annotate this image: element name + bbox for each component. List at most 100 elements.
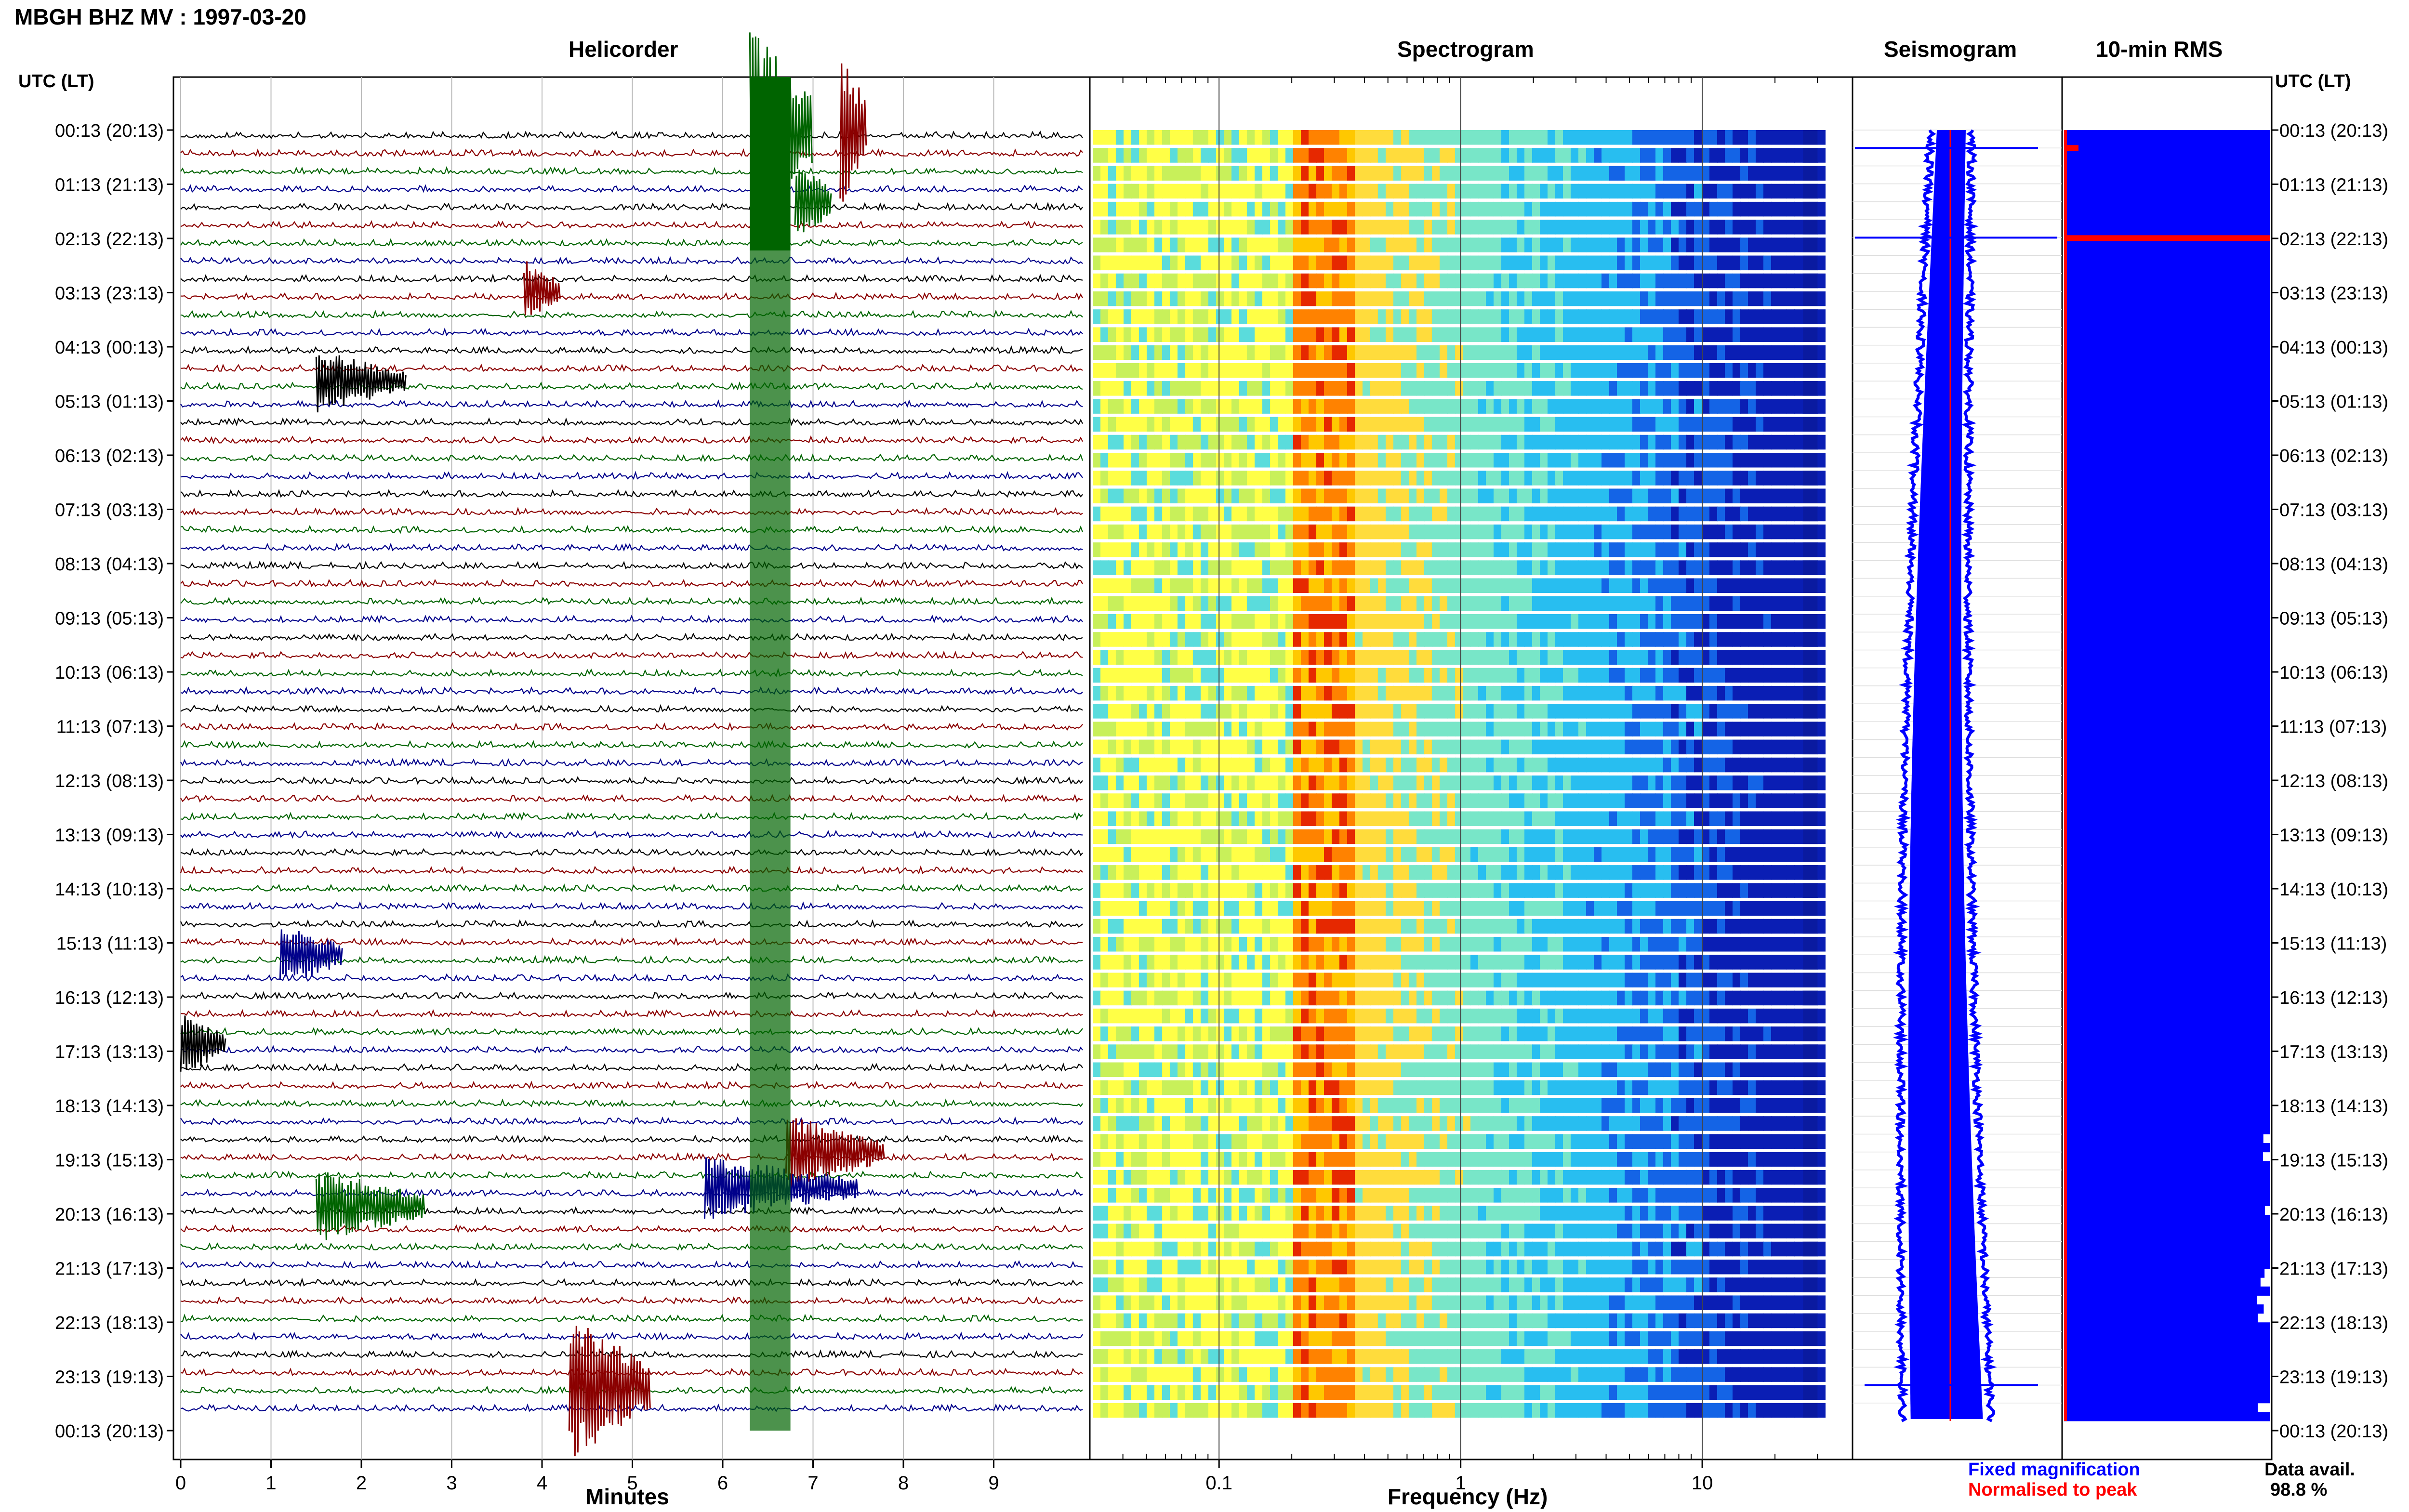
rms-bar <box>2064 1170 2270 1179</box>
rms-bar <box>2064 1295 2257 1305</box>
spectrogram-row <box>1093 506 1826 522</box>
helicorder-trace-row <box>180 1295 1083 1305</box>
helicorder-trace-row <box>180 1403 1083 1413</box>
helicorder-event-column <box>750 250 791 1431</box>
helicorder-trace-row <box>180 579 1083 588</box>
rms-bar <box>2064 928 2270 937</box>
helicorder-xtick-label: 8 <box>898 1473 909 1494</box>
helicorder-trace-row <box>180 399 1083 408</box>
time-label-left: 03:13 (23:13) <box>55 284 164 304</box>
spectrogram-row <box>1093 1403 1826 1418</box>
spectrogram-row <box>1093 471 1826 486</box>
helicorder-trace-row <box>180 1152 1083 1161</box>
spectrogram-row <box>1093 1313 1826 1328</box>
helicorder-trace-row <box>180 184 1083 193</box>
time-label-right: 07:13 (03:13) <box>2279 500 2388 521</box>
spectrogram-row <box>1093 668 1826 683</box>
helicorder-trace-row <box>180 1277 1083 1287</box>
spectrogram-row <box>1093 757 1826 773</box>
rms-bar <box>2064 982 2270 991</box>
spectrogram-row <box>1093 578 1826 593</box>
rms-bar <box>2064 856 2270 866</box>
rms-bar <box>2064 838 2270 848</box>
rms-bar <box>2064 757 2270 767</box>
spectrogram-row <box>1093 596 1826 611</box>
rms-bar <box>2064 426 2270 435</box>
rms-bar <box>2064 408 2270 418</box>
rms-bar <box>2064 1304 2264 1314</box>
rms-bar <box>2064 300 2270 310</box>
spectrogram-xtick-label: 0.1 <box>1205 1473 1232 1494</box>
rms-bar <box>2064 390 2270 399</box>
time-label-right: 23:13 (19:13) <box>2279 1367 2388 1388</box>
helicorder-trace-row <box>180 632 1083 642</box>
spectrogram-row <box>1093 722 1826 736</box>
rms-bar <box>2064 776 2270 785</box>
rms-bar <box>2064 372 2270 381</box>
figure-title: MBGH BHZ MV : 1997-03-20 <box>14 4 306 29</box>
time-label-left: 05:13 (01:13) <box>55 392 164 412</box>
rms-bar <box>2064 1394 2270 1404</box>
spectrogram-row <box>1093 632 1826 647</box>
spectrogram-xlabel: Frequency (Hz) <box>1388 1484 1548 1509</box>
rms-bar <box>2064 524 2270 534</box>
helicorder-trace-row <box>180 1027 1083 1036</box>
rms-normalised-peak <box>2064 235 2270 241</box>
rms-bar <box>2064 1035 2270 1045</box>
rms-normalised-mark <box>2064 145 2078 151</box>
rms-bar <box>2064 955 2270 964</box>
helicorder-trace-row <box>180 328 1083 337</box>
rms-bar <box>2064 937 2270 947</box>
spectrogram-row <box>1093 363 1826 378</box>
rms-bar <box>2064 1412 2270 1421</box>
spectrogram-row <box>1093 524 1826 539</box>
spectrogram-row <box>1093 542 1826 557</box>
helicorder-trace-row <box>180 166 1083 175</box>
helicorder-trace-row <box>180 202 1083 211</box>
spectrogram-row <box>1093 291 1826 306</box>
rms-bar <box>2064 201 2270 211</box>
spectrogram-row <box>1093 1241 1826 1257</box>
utc-lt-label-left: UTC (LT) <box>18 71 94 92</box>
spectrogram-row <box>1093 937 1826 952</box>
rms-bar <box>2064 1116 2270 1126</box>
spectrogram-row <box>1093 201 1826 217</box>
rms-bar <box>2064 1071 2270 1081</box>
helicorder-event <box>279 929 343 980</box>
time-label-right: 09:13 (05:13) <box>2279 609 2388 629</box>
helicorder-trace-row <box>180 901 1083 910</box>
helicorder-trace-row <box>180 1242 1083 1251</box>
helicorder-event <box>315 355 407 413</box>
helicorder-event <box>568 1326 651 1457</box>
utc-lt-label-right: UTC (LT) <box>2275 71 2351 92</box>
spectrogram-row <box>1093 847 1826 862</box>
rms-bar <box>2064 1053 2270 1063</box>
rms-bar <box>2064 506 2270 516</box>
time-label-left: 16:13 (12:13) <box>55 988 164 1008</box>
helicorder-trace-row <box>180 1314 1083 1323</box>
time-label-right: 00:13 (20:13) <box>2279 121 2388 141</box>
spectrogram-row <box>1093 130 1826 145</box>
helicorder-trace-row <box>180 238 1083 247</box>
rms-bar <box>2064 551 2270 561</box>
helicorder-trace-row <box>180 955 1083 964</box>
helicorder-trace-row <box>180 273 1083 283</box>
helicorder-trace-row <box>180 812 1083 821</box>
helicorder-trace-row <box>181 937 1083 946</box>
spectrogram-title: Spectrogram <box>1397 37 1534 62</box>
time-label-right: 11:13 (07:13) <box>2279 717 2387 737</box>
rms-bar <box>2064 578 2270 588</box>
time-label-left: 13:13 (09:13) <box>55 826 164 846</box>
rms-title: 10-min RMS <box>2096 37 2223 62</box>
time-label-right: 03:13 (23:13) <box>2279 284 2388 304</box>
spectrogram-row <box>1093 220 1826 235</box>
rms-bar <box>2064 157 2270 166</box>
rms-bar <box>2064 811 2270 821</box>
spectrogram-row <box>1093 1170 1826 1185</box>
rms-bar <box>2064 766 2270 776</box>
rms-normalised-edge <box>2064 130 2067 1421</box>
rms-bar <box>2064 175 2270 184</box>
rms-bar <box>2064 739 2270 749</box>
helicorder-trace-row <box>180 1116 1083 1126</box>
helicorder-trace-row <box>180 794 1083 803</box>
